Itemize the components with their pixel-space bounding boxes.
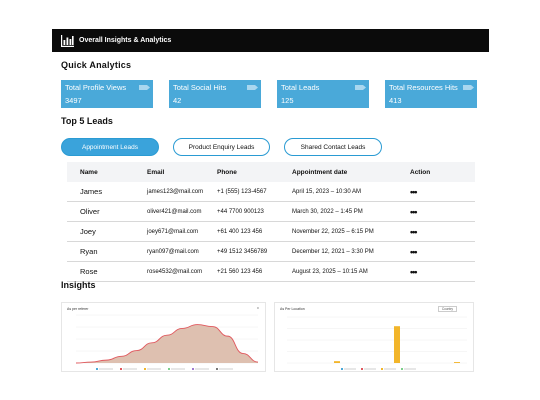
legend-swatch [192, 368, 194, 370]
legend-label [344, 368, 356, 370]
quick-analytics-heading: Quick Analytics [61, 60, 132, 70]
area-fill [76, 324, 258, 363]
legend-swatch [216, 368, 218, 370]
legend-swatch [401, 368, 403, 370]
legend-label [384, 368, 396, 370]
stat-card-resources-hits[interactable]: Total Resources Hits 413 [385, 80, 477, 108]
stat-card-label: Total Resources Hits [389, 83, 458, 92]
lead-email: joey671@mail.com [147, 228, 199, 235]
table-row: Oliver oliver421@mail.com +44 7700 90012… [67, 202, 475, 222]
chart-title: As per referer [67, 307, 89, 311]
legend-label [404, 368, 416, 370]
lead-name: Rose [80, 267, 98, 276]
tab-product-enquiry-leads[interactable]: Product Enquiry Leads [173, 138, 270, 156]
tag-arrow-icon [463, 85, 474, 90]
column-header-phone: Phone [217, 168, 237, 176]
lead-phone: +44 7700 900123 [217, 208, 264, 215]
lead-phone: +61 400 123 456 [217, 228, 263, 235]
more-dots-icon[interactable]: ••• [410, 246, 418, 257]
lead-name: Oliver [80, 207, 100, 216]
stat-card-leads[interactable]: Total Leads 125 [277, 80, 369, 108]
column-header-email: Email [147, 168, 165, 176]
table-row: Ryan ryan097@mail.com +49 1512 3456789 D… [67, 242, 475, 262]
bar [454, 362, 460, 363]
lead-date: August 23, 2025 – 10:15 AM [292, 268, 368, 275]
legend-swatch [96, 368, 98, 370]
bar [334, 361, 340, 363]
stat-card-profile-views[interactable]: Total Profile Views 3497 [61, 80, 153, 108]
stat-card-value: 125 [281, 96, 294, 105]
referer-chart-panel: As per referer ≡ [61, 302, 266, 372]
legend-swatch [120, 368, 122, 370]
legend-label [364, 368, 376, 370]
leads-table: Name Email Phone Appointment date Action… [67, 162, 475, 282]
table-row: Joey joey671@mail.com +61 400 123 456 No… [67, 222, 475, 242]
table-row: Rose rose4532@mail.com +21 560 123 456 A… [67, 262, 475, 282]
stat-card-label: Total Profile Views [65, 83, 127, 92]
tag-arrow-icon [247, 85, 258, 90]
legend-label [195, 368, 209, 370]
lead-date: April 15, 2023 – 10:30 AM [292, 188, 362, 195]
tag-arrow-icon [355, 85, 366, 90]
lead-date: March 30, 2022 – 1:45 PM [292, 208, 363, 215]
table-row: James james123@mail.com +1 (555) 123-456… [67, 182, 475, 202]
lead-email: oliver421@mail.com [147, 208, 202, 215]
country-dropdown[interactable]: Country [437, 306, 457, 312]
legend-label [123, 368, 137, 370]
insights-heading: Insights [61, 280, 96, 290]
app-title: Overall Insights & Analytics [79, 37, 172, 44]
column-header-name: Name [80, 168, 98, 176]
lead-email: rose4532@mail.com [147, 268, 203, 275]
legend-label [171, 368, 185, 370]
lead-date: December 12, 2021 – 3:30 PM [292, 248, 374, 255]
legend-swatch [361, 368, 363, 370]
legend-swatch [381, 368, 383, 370]
column-header-date: Appointment date [292, 168, 348, 176]
stat-card-label: Total Leads [281, 83, 320, 92]
location-bar-chart [287, 316, 467, 370]
lead-name: Joey [80, 227, 96, 236]
lead-email: james123@mail.com [147, 188, 204, 195]
stat-card-value: 413 [389, 96, 402, 105]
lead-phone: +21 560 123 456 [217, 268, 263, 275]
legend-swatch [144, 368, 146, 370]
series-line [75, 324, 259, 364]
chart-title: As Per Location [280, 307, 305, 311]
lead-date: November 22, 2025 – 6:15 PM [292, 228, 374, 235]
more-dots-icon[interactable]: ••• [410, 266, 418, 277]
more-dots-icon[interactable]: ••• [410, 186, 418, 197]
lead-name: Ryan [80, 247, 98, 256]
stat-card-value: 42 [173, 96, 182, 105]
more-dots-icon[interactable]: ••• [410, 206, 418, 217]
stat-card-value: 3497 [65, 96, 82, 105]
app-header: Overall Insights & Analytics [52, 29, 489, 52]
legend-label [99, 368, 113, 370]
legend-label [219, 368, 233, 370]
bar-chart-icon [61, 34, 74, 47]
legend-label [147, 368, 161, 370]
referer-area-chart [75, 314, 259, 370]
tag-arrow-icon [139, 85, 150, 90]
legend-swatch [168, 368, 170, 370]
more-dots-icon[interactable]: ••• [410, 226, 418, 237]
lead-phone: +49 1512 3456789 [217, 248, 268, 255]
stat-card-social-hits[interactable]: Total Social Hits 42 [169, 80, 261, 108]
legend-swatch [341, 368, 343, 370]
top-leads-heading: Top 5 Leads [61, 116, 113, 126]
table-header: Name Email Phone Appointment date Action [67, 162, 475, 182]
tab-appointment-leads[interactable]: Appointment Leads [61, 138, 159, 156]
bar [394, 326, 400, 363]
location-chart-panel: As Per Location Country [274, 302, 474, 372]
stat-card-label: Total Social Hits [173, 83, 227, 92]
column-header-action: Action [410, 168, 431, 176]
tab-shared-contact-leads[interactable]: Shared Contact Leads [284, 138, 382, 156]
lead-email: ryan097@mail.com [147, 248, 199, 255]
chart-menu-icon[interactable]: ≡ [257, 306, 259, 310]
lead-name: James [80, 187, 103, 196]
lead-phone: +1 (555) 123-4567 [217, 188, 267, 195]
